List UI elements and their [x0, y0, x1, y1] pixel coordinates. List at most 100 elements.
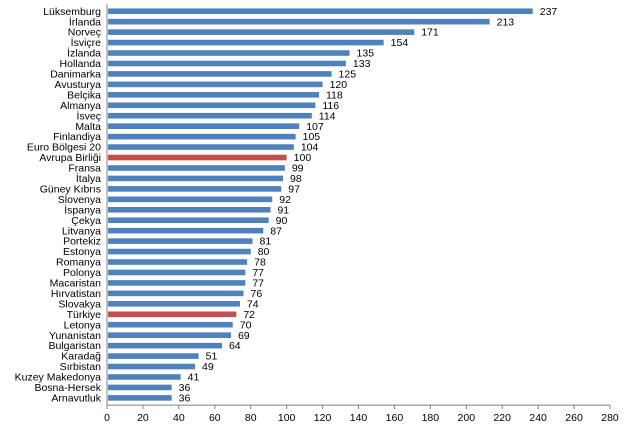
value-label: 118: [326, 89, 343, 101]
x-tick-label: 260: [565, 412, 583, 424]
value-label: 51: [206, 351, 218, 363]
value-label: 77: [252, 278, 264, 290]
bar: [108, 374, 181, 380]
category-label: Polonya: [63, 267, 101, 279]
category-label: Karadağ: [61, 351, 101, 363]
bar: [108, 227, 264, 234]
category-label: Hollanda: [60, 58, 102, 70]
bar: [108, 60, 346, 67]
bar: [108, 196, 273, 203]
value-label: 120: [330, 79, 348, 91]
category-label: Almanya: [60, 100, 101, 112]
bar: [108, 144, 294, 150]
category-label: İsveç: [76, 109, 101, 122]
x-tick-label: 80: [245, 412, 257, 424]
value-label: 100: [294, 152, 312, 164]
category-label: İtalya: [76, 172, 101, 185]
value-label: 69: [238, 330, 250, 342]
category-label: İrlanda: [69, 15, 101, 28]
value-label: 90: [276, 215, 288, 227]
category-label: Çekya: [71, 215, 101, 227]
value-label: 49: [202, 361, 214, 373]
bar: [108, 395, 172, 401]
category-label: Hırvatistan: [51, 288, 101, 300]
x-tick-label: 120: [314, 412, 332, 424]
value-label: 36: [179, 392, 191, 404]
bar: [108, 39, 384, 46]
bar: [108, 321, 233, 328]
value-label: 97: [288, 183, 300, 195]
value-label: 116: [322, 100, 339, 112]
value-label: 171: [421, 27, 439, 39]
value-label: 74: [247, 298, 259, 310]
bar: [108, 133, 296, 140]
bar: [108, 238, 253, 244]
x-tick-label: 240: [529, 412, 547, 424]
category-label: Norveç: [68, 27, 101, 39]
value-label: 76: [251, 288, 263, 300]
bar: [108, 290, 244, 297]
bar: [108, 8, 533, 15]
category-label: Euro Bölgesi 20: [27, 142, 101, 154]
bar: [108, 50, 350, 56]
bar: [108, 363, 196, 370]
category-label: Belçika: [67, 89, 101, 101]
value-label: 77: [252, 267, 264, 279]
category-label: Türkiye: [67, 309, 102, 321]
bar: [108, 175, 284, 182]
bar: [108, 217, 269, 224]
value-label: 80: [258, 246, 270, 258]
category-label: Romanya: [56, 257, 101, 269]
category-label: Estonya: [63, 246, 101, 258]
value-label: 98: [290, 173, 302, 185]
value-label: 99: [292, 163, 304, 175]
bar: [108, 311, 237, 318]
x-tick-label: 40: [173, 412, 185, 424]
category-label: Finlandiya: [53, 131, 101, 143]
category-label: Yunanistan: [49, 330, 101, 342]
value-label: 107: [306, 121, 324, 133]
category-label: Portekiz: [63, 236, 101, 248]
bar: [108, 102, 316, 109]
x-tick-label: 0: [104, 412, 110, 424]
bar: [108, 301, 240, 307]
bar: [108, 92, 319, 98]
value-label: 36: [179, 382, 191, 394]
category-label: Sırbistan: [60, 361, 102, 373]
category-label: Lüksemburg: [43, 6, 101, 18]
bar: [108, 206, 271, 213]
bar: [108, 165, 285, 171]
value-label: 81: [260, 236, 272, 248]
value-label: 41: [188, 372, 200, 384]
x-tick-label: 200: [458, 412, 476, 424]
bar: [108, 280, 246, 286]
bar: [108, 18, 490, 25]
value-labels-group: 2372131711541351331251201181161141071051…: [179, 6, 558, 405]
category-label: Avusturya: [55, 79, 102, 91]
category-label: Slovakya: [58, 298, 101, 310]
bar: [108, 259, 248, 265]
value-label: 70: [240, 319, 252, 331]
category-label: Fransa: [68, 163, 101, 175]
x-tick-label: 60: [209, 412, 221, 424]
x-tick-label: 100: [278, 412, 296, 424]
category-label: Danimarka: [50, 69, 101, 81]
bar: [108, 186, 282, 192]
value-label: 133: [353, 58, 371, 70]
x-tick-label: 20: [137, 412, 149, 424]
category-label: Litvanya: [62, 225, 101, 237]
category-label: Macaristan: [50, 278, 102, 290]
bar: [108, 123, 300, 129]
bar: [108, 29, 415, 35]
x-axis: 0 20 40 60 80 100 120 140 160 180 200 220 240 260 280: [104, 4, 619, 424]
x-tick-label: 280: [601, 412, 619, 424]
x-tick-label: 180: [422, 412, 440, 424]
bar: [108, 332, 231, 338]
category-label: İzlanda: [67, 47, 101, 60]
category-label: Bosna-Hersek: [34, 382, 101, 394]
value-label: 64: [229, 340, 241, 352]
x-tick-label: 160: [386, 412, 404, 424]
bar: [108, 71, 332, 77]
x-tick-label: 220: [493, 412, 511, 424]
